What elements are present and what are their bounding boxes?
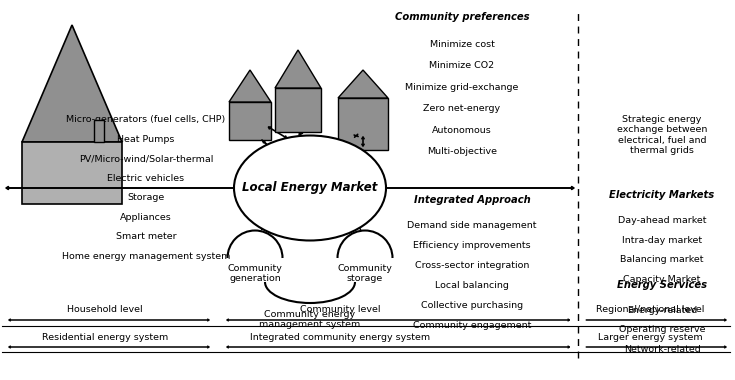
Text: Heat Pumps: Heat Pumps <box>118 135 175 144</box>
Text: Electricity Markets: Electricity Markets <box>609 190 714 200</box>
Text: Efficiency improvements: Efficiency improvements <box>413 241 531 250</box>
Text: Smart meter: Smart meter <box>115 232 176 241</box>
Polygon shape <box>22 25 122 142</box>
Bar <box>275 88 321 132</box>
Text: Energy-related: Energy-related <box>627 306 697 315</box>
Text: Local Energy Market: Local Energy Market <box>243 182 378 195</box>
Text: Autonomous: Autonomous <box>432 126 492 135</box>
Text: Integrated community energy system: Integrated community energy system <box>250 333 430 342</box>
Text: Cross-sector integration: Cross-sector integration <box>415 261 529 270</box>
Text: Community
storage: Community storage <box>337 264 392 283</box>
Text: Day-ahead market: Day-ahead market <box>617 216 706 225</box>
Text: Capacity Market: Capacity Market <box>623 274 700 283</box>
Text: Zero net-energy: Zero net-energy <box>423 105 501 114</box>
Text: Minimize cost: Minimize cost <box>429 40 495 49</box>
Text: Home energy management system: Home energy management system <box>62 252 230 261</box>
Ellipse shape <box>234 136 386 241</box>
Text: Appliances: Appliances <box>120 213 172 222</box>
Text: PV/Micro-wind/Solar-thermal: PV/Micro-wind/Solar-thermal <box>79 154 213 163</box>
Text: Community preferences: Community preferences <box>395 12 529 22</box>
Text: Demand side management: Demand side management <box>407 221 537 230</box>
Text: Larger energy system: Larger energy system <box>598 333 703 342</box>
Text: Balancing market: Balancing market <box>620 255 703 264</box>
Text: Community
generation: Community generation <box>228 264 282 283</box>
Text: Energy Services: Energy Services <box>617 280 707 290</box>
Text: Community energy
management system: Community energy management system <box>259 310 361 329</box>
Text: Multi-objective: Multi-objective <box>427 147 497 157</box>
Text: Minimize CO2: Minimize CO2 <box>429 62 495 71</box>
Text: Household level: Household level <box>67 305 143 314</box>
Bar <box>338 98 388 150</box>
Text: Community level: Community level <box>300 305 380 314</box>
Bar <box>229 102 271 140</box>
Text: Network-related: Network-related <box>623 345 700 354</box>
Text: Intra-day market: Intra-day market <box>622 236 702 244</box>
Text: Operating reserve: Operating reserve <box>619 326 706 334</box>
Text: Collective purchasing: Collective purchasing <box>421 301 523 310</box>
Bar <box>22 142 122 204</box>
Text: Local balancing: Local balancing <box>435 281 509 290</box>
Text: Community engagement: Community engagement <box>413 321 531 330</box>
Polygon shape <box>275 50 321 88</box>
Polygon shape <box>229 70 271 102</box>
Text: Regional/national level: Regional/national level <box>596 305 704 314</box>
Text: Integrated Approach: Integrated Approach <box>414 195 531 205</box>
Bar <box>94 120 104 142</box>
Text: Strategic energy
exchange between
electrical, fuel and
thermal grids: Strategic energy exchange between electr… <box>617 115 707 155</box>
Text: Electric vehicles: Electric vehicles <box>107 174 184 183</box>
Text: Storage: Storage <box>127 193 165 202</box>
Text: Residential energy system: Residential energy system <box>42 333 168 342</box>
Text: Micro-generators (fuel cells, CHP): Micro-generators (fuel cells, CHP) <box>66 115 226 124</box>
Polygon shape <box>338 70 388 98</box>
Text: Minimize grid-exchange: Minimize grid-exchange <box>405 83 519 92</box>
